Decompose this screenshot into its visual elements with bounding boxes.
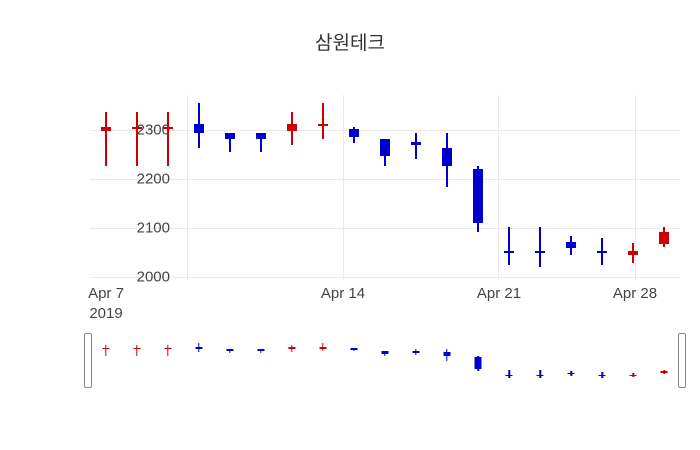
range-slider-handle-left[interactable]	[84, 333, 92, 388]
candle-body-10[interactable]	[411, 142, 421, 145]
range-body-1	[133, 348, 140, 350]
ytick-2100: 2100	[100, 220, 170, 237]
chart-title: 삼원테크	[0, 28, 700, 55]
range-body-11	[444, 352, 451, 356]
candle-wick-0[interactable]	[105, 112, 107, 167]
candle-body-17[interactable]	[628, 251, 638, 254]
vgridline-apr21	[498, 95, 499, 280]
candle-body-6[interactable]	[287, 124, 297, 130]
range-body-17	[630, 375, 637, 377]
range-body-14	[537, 375, 544, 377]
candle-body-16[interactable]	[597, 251, 607, 253]
candle-body-18[interactable]	[659, 232, 669, 245]
range-body-4	[226, 349, 233, 351]
range-body-6	[288, 347, 295, 349]
vgridline-apr7	[187, 95, 188, 280]
ytick-2200: 2200	[100, 171, 170, 188]
range-wick-1	[136, 345, 137, 357]
range-body-15	[568, 373, 575, 375]
range-body-7	[319, 347, 326, 349]
vgridline-apr14	[343, 95, 344, 280]
candle-body-12[interactable]	[473, 169, 483, 224]
range-wick-0	[105, 345, 106, 357]
range-body-12	[475, 357, 482, 369]
candle-body-9[interactable]	[380, 139, 390, 156]
candle-body-8[interactable]	[349, 129, 359, 137]
xtick-apr28: Apr 28	[600, 285, 670, 302]
range-body-8	[350, 348, 357, 350]
candle-body-0[interactable]	[101, 127, 111, 131]
range-body-0	[102, 348, 109, 350]
candle-body-4[interactable]	[225, 133, 235, 139]
candle-wick-13[interactable]	[508, 227, 510, 265]
range-slider-handle-right[interactable]	[678, 333, 686, 388]
candle-body-5[interactable]	[256, 133, 266, 139]
xtick-year: 2019	[71, 305, 141, 322]
candle-wick-7[interactable]	[322, 103, 324, 139]
candle-body-1[interactable]	[132, 127, 142, 129]
gridline-2000	[90, 277, 680, 278]
range-body-3	[195, 347, 202, 349]
xtick-apr7: Apr 7	[71, 285, 141, 302]
candle-body-15[interactable]	[566, 242, 576, 248]
candle-body-3[interactable]	[194, 124, 204, 132]
candle-body-7[interactable]	[318, 124, 328, 126]
candle-body-14[interactable]	[535, 251, 545, 253]
candle-body-13[interactable]	[504, 251, 514, 253]
range-body-9	[382, 351, 389, 355]
xtick-apr21: Apr 21	[464, 285, 534, 302]
range-body-2	[164, 348, 171, 350]
gridline-2200	[90, 179, 680, 180]
candle-body-2[interactable]	[163, 127, 173, 129]
candle-wick-14[interactable]	[539, 227, 541, 267]
candle-wick-10[interactable]	[415, 133, 417, 159]
candle-wick-1[interactable]	[136, 112, 138, 167]
chart-container: 삼원테크 2300 2200 2100 2000 Apr 7 Apr 14 Ap…	[0, 0, 700, 450]
gridline-2100	[90, 228, 680, 229]
range-body-18	[661, 371, 668, 374]
candle-wick-2[interactable]	[167, 112, 169, 167]
range-body-10	[413, 351, 420, 353]
candle-body-11[interactable]	[442, 148, 452, 167]
range-body-16	[599, 375, 606, 377]
range-wick-2	[167, 345, 168, 357]
xtick-apr14: Apr 14	[308, 285, 378, 302]
plot-area: 2300 2200 2100 2000	[90, 95, 680, 280]
range-body-13	[506, 375, 513, 377]
gridline-2300	[90, 130, 680, 131]
range-slider[interactable]	[90, 333, 680, 388]
range-body-5	[257, 349, 264, 351]
ytick-2000: 2000	[100, 269, 170, 286]
